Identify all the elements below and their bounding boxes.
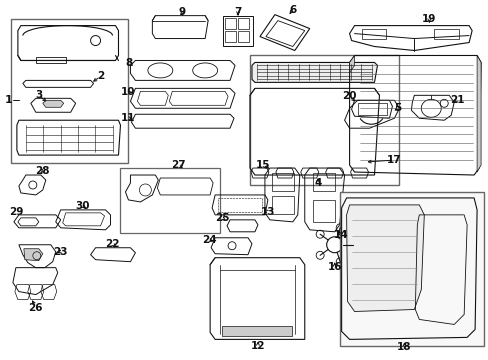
Text: 12: 12 — [250, 341, 264, 351]
Bar — [120, 168, 220, 233]
Text: 2: 2 — [97, 71, 104, 81]
Bar — [312, 200, 334, 222]
Text: 26: 26 — [28, 302, 43, 312]
Bar — [339, 192, 483, 346]
Text: 10: 10 — [121, 87, 136, 97]
Text: 20: 20 — [342, 91, 356, 101]
Bar — [271, 173, 293, 191]
Bar — [218, 198, 262, 212]
Text: 30: 30 — [75, 201, 90, 211]
Bar — [361, 28, 386, 39]
Text: 11: 11 — [121, 113, 136, 123]
Bar — [312, 173, 334, 191]
Text: 1: 1 — [5, 95, 13, 105]
Text: 18: 18 — [396, 342, 411, 352]
Text: 21: 21 — [449, 95, 464, 105]
Text: 13: 13 — [260, 207, 275, 217]
Text: 17: 17 — [386, 155, 401, 165]
Text: 25: 25 — [214, 213, 229, 223]
Text: 24: 24 — [202, 235, 216, 245]
Text: 27: 27 — [171, 160, 185, 170]
Bar — [357, 103, 386, 115]
Text: 3: 3 — [35, 90, 42, 100]
Bar — [238, 31, 248, 41]
Text: 14: 14 — [334, 230, 348, 240]
Text: 19: 19 — [421, 14, 436, 24]
Text: 29: 29 — [9, 207, 23, 217]
Bar — [11, 19, 128, 163]
Text: 23: 23 — [53, 247, 68, 257]
Polygon shape — [42, 100, 63, 107]
Text: 28: 28 — [36, 166, 50, 176]
Text: 5: 5 — [393, 103, 400, 113]
Bar — [271, 196, 293, 214]
Text: 16: 16 — [327, 262, 341, 272]
Text: 4: 4 — [313, 178, 321, 188]
Bar — [36, 58, 65, 63]
Polygon shape — [349, 55, 354, 72]
Polygon shape — [24, 249, 42, 261]
Bar — [222, 327, 291, 336]
Bar — [224, 18, 236, 28]
Bar — [433, 28, 458, 39]
Text: 15: 15 — [255, 160, 270, 170]
Text: 8: 8 — [125, 58, 133, 68]
Polygon shape — [251, 62, 377, 82]
Polygon shape — [476, 55, 480, 172]
Bar — [238, 18, 248, 28]
Text: 22: 22 — [105, 239, 120, 249]
Bar — [223, 15, 252, 45]
Text: 6: 6 — [288, 5, 296, 15]
Text: 7: 7 — [234, 6, 241, 17]
Text: 9: 9 — [178, 6, 185, 17]
Bar — [224, 31, 236, 41]
Polygon shape — [346, 205, 424, 311]
Bar — [249, 55, 399, 185]
